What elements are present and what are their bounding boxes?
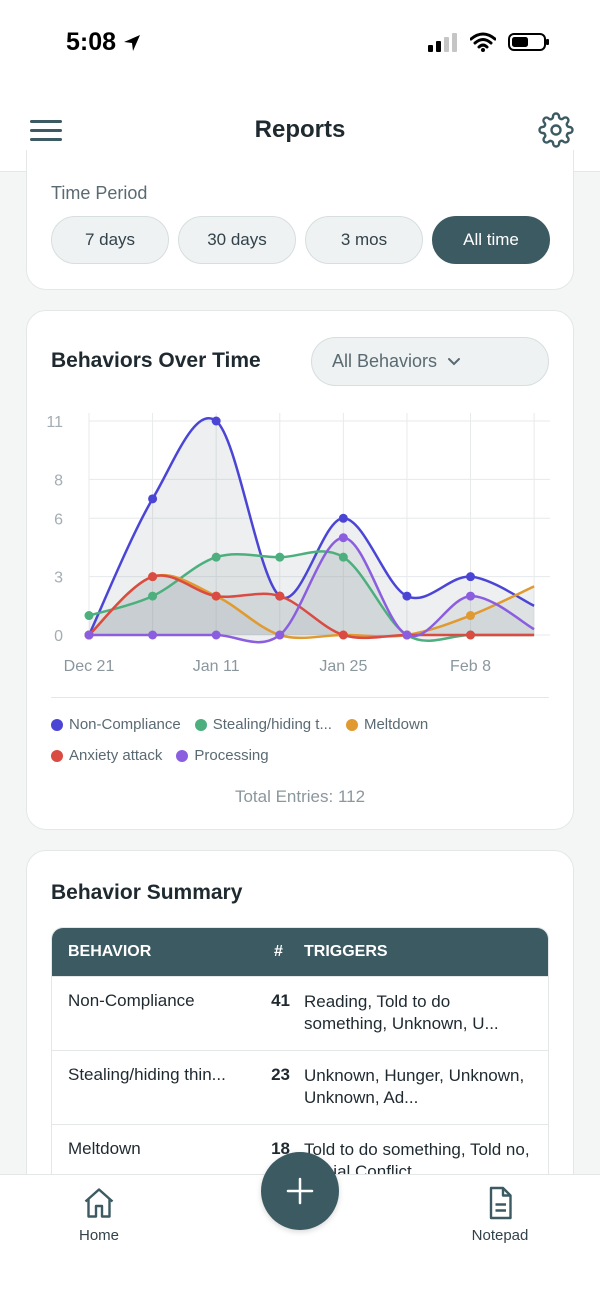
row-behavior: Stealing/hiding thin... <box>68 1065 226 1084</box>
data-point <box>148 630 158 640</box>
data-point <box>466 630 476 640</box>
home-icon <box>84 1188 114 1218</box>
wifi-icon <box>470 32 496 52</box>
status-time-text: 5:08 <box>66 28 117 56</box>
row-count: 41 <box>271 991 290 1010</box>
settings-button[interactable] <box>538 112 574 148</box>
total-entries: Total Entries: 112 <box>234 787 366 806</box>
nav-home-label: Home <box>78 1227 119 1244</box>
data-point <box>211 416 221 426</box>
y-tick-label: 6 <box>54 511 63 528</box>
legend-item-meltdown[interactable]: Meltdown <box>345 716 428 733</box>
data-point <box>466 572 476 582</box>
page-title: Reports <box>254 116 346 143</box>
x-tick-label: Dec 21 <box>64 658 115 675</box>
legend-item-anxiety-attack[interactable]: Anxiety attack <box>51 747 162 764</box>
period-all-time-button[interactable]: All time <box>432 216 550 264</box>
behavior-filter-dropdown[interactable]: All Behaviors <box>311 337 549 386</box>
nav-notepad-label: Notepad <box>471 1227 529 1244</box>
legend-item-stealing[interactable]: Stealing/hiding t... <box>194 716 332 733</box>
data-point <box>338 552 348 562</box>
data-point <box>148 494 158 504</box>
row-behavior: Meltdown <box>68 1139 141 1158</box>
data-point <box>466 591 476 601</box>
data-point <box>148 591 158 601</box>
row-count: 18 <box>271 1139 290 1158</box>
row-triggers: Unknown, Hunger, Unknown, Unknown, Ad... <box>304 1066 525 1107</box>
row-behavior: Non-Compliance <box>68 991 195 1010</box>
data-point <box>466 611 476 621</box>
column-behavior: BEHAVIOR <box>68 943 152 960</box>
series-line-4 <box>89 536 535 644</box>
y-tick-label: 3 <box>54 570 63 587</box>
document-icon <box>489 1186 512 1220</box>
data-point <box>402 591 412 601</box>
legend-item-processing[interactable]: Processing <box>176 747 269 764</box>
data-point <box>275 591 285 601</box>
legend-item-non-compliance[interactable]: Non-Compliance <box>51 716 181 733</box>
behavior-summary-card: Behavior Summary BEHAVIOR # TRIGGERS Non… <box>26 850 574 1190</box>
time-period-label: Time Period <box>51 183 148 203</box>
series-area-1 <box>89 551 535 641</box>
series-area-0 <box>89 418 535 635</box>
location-arrow-icon <box>124 34 141 51</box>
table-row[interactable]: Stealing/hiding thin... 23 Unknown, Hung… <box>52 1050 548 1124</box>
data-point <box>84 611 94 621</box>
legend-divider <box>51 697 549 698</box>
chevron-down-icon <box>448 357 461 365</box>
table-header: BEHAVIOR # TRIGGERS <box>52 928 548 976</box>
data-point <box>275 552 285 562</box>
y-tick-label: 0 <box>54 628 63 645</box>
data-point <box>148 572 158 582</box>
add-entry-button[interactable] <box>261 1152 339 1230</box>
time-period-card: Time Period 7 days 30 days 3 mos All tim… <box>26 150 574 290</box>
summary-table: BEHAVIOR # TRIGGERS Non-Compliance 41 Re… <box>51 927 549 1189</box>
behaviors-chart-card: Behaviors Over Time All Behaviors 0 3 6 8 11… <box>26 310 574 830</box>
chart-legend: Non-Compliance Stealing/hiding t... Melt… <box>51 716 551 778</box>
battery-icon <box>508 33 549 51</box>
plus-icon <box>286 1177 314 1205</box>
data-point <box>338 630 348 640</box>
row-triggers: Reading, Told to do something, Unknown, … <box>304 992 499 1033</box>
table-row[interactable]: Non-Compliance 41 Reading, Told to do so… <box>52 976 548 1050</box>
chart-title: Behaviors Over Time <box>51 349 261 372</box>
series-area-4 <box>89 537 535 643</box>
status-time: 5:08 <box>66 28 142 57</box>
period-30-days-button[interactable]: 30 days <box>178 216 296 264</box>
nav-home[interactable]: Home <box>54 1185 144 1244</box>
data-point <box>211 552 221 562</box>
status-bar: 5:08 <box>0 0 600 90</box>
data-point <box>402 630 412 640</box>
column-triggers: TRIGGERS <box>304 943 388 960</box>
y-tick-label: 11 <box>46 414 63 431</box>
menu-button[interactable] <box>28 118 64 144</box>
behaviors-line-chart: 0 3 6 8 11 Dec 21 Jan 11 Jan 25 Feb 8 <box>46 413 550 675</box>
status-indicators <box>428 32 550 52</box>
y-tick-label: 8 <box>54 472 63 489</box>
signal-icon <box>428 33 457 52</box>
period-7-days-button[interactable]: 7 days <box>51 216 169 264</box>
x-tick-label: Jan 25 <box>319 658 367 675</box>
data-point <box>84 630 94 640</box>
data-point <box>338 533 348 543</box>
x-tick-label: Jan 11 <box>193 658 240 675</box>
series-line-1 <box>88 550 535 643</box>
behavior-filter-value: All Behaviors <box>332 351 438 371</box>
period-3-mos-button[interactable]: 3 mos <box>305 216 423 264</box>
row-count: 23 <box>271 1065 290 1084</box>
data-point <box>211 591 221 601</box>
data-point <box>275 630 285 640</box>
column-count: # <box>274 943 283 960</box>
nav-notepad[interactable]: Notepad <box>455 1185 545 1244</box>
gear-icon <box>538 112 574 148</box>
hamburger-menu-icon <box>30 120 62 141</box>
x-tick-label: Feb 8 <box>450 658 491 675</box>
data-point <box>211 630 221 640</box>
data-point <box>338 513 348 523</box>
summary-title: Behavior Summary <box>51 881 243 904</box>
